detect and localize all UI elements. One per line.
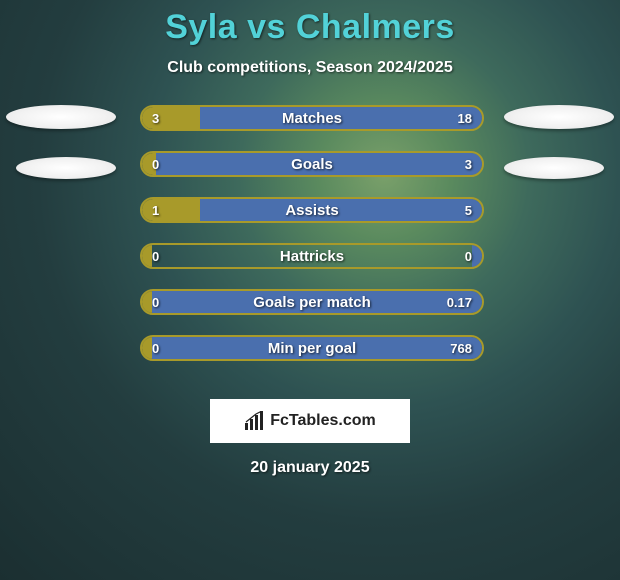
stat-row: 15Assists	[140, 197, 484, 223]
stat-value-left: 1	[152, 199, 159, 221]
stat-row: 00.17Goals per match	[140, 289, 484, 315]
stat-fill-left	[142, 245, 152, 267]
stat-fill-left	[142, 107, 200, 129]
team-badge-left-1	[6, 105, 116, 129]
stat-label: Hattricks	[142, 245, 482, 267]
comparison-infographic: Syla vs Chalmers Club competitions, Seas…	[0, 0, 620, 580]
stats-area: 318Matches03Goals15Assists00Hattricks00.…	[0, 105, 620, 385]
team-badge-right-1	[504, 105, 614, 129]
page-title: Syla vs Chalmers	[0, 0, 620, 47]
stat-value-right: 0.17	[447, 291, 472, 313]
stat-fill-left	[142, 199, 200, 221]
stat-value-left: 3	[152, 107, 159, 129]
date-line: 20 january 2025	[0, 459, 620, 477]
stat-value-left: 0	[152, 245, 159, 267]
stat-fill-right	[152, 337, 482, 359]
team-badge-left-2	[16, 157, 116, 179]
stat-fill-right	[472, 245, 482, 267]
stat-value-left: 0	[152, 153, 159, 175]
page-subtitle: Club competitions, Season 2024/2025	[0, 59, 620, 77]
branding-box: FcTables.com	[210, 399, 410, 443]
stat-fill-right	[200, 199, 482, 221]
stat-row: 0 0Hattricks	[140, 243, 484, 269]
stat-value-right: 5	[465, 199, 472, 221]
stat-row: 03Goals	[140, 151, 484, 177]
stat-value-right: 768	[450, 337, 472, 359]
stat-fill-right	[152, 291, 482, 313]
team-badge-right-2	[504, 157, 604, 179]
stat-row: 0768Min per goal	[140, 335, 484, 361]
stat-value-right: 0	[465, 245, 472, 267]
bar-chart-icon	[244, 411, 264, 431]
stat-value-right: 3	[465, 153, 472, 175]
stat-value-right: 18	[458, 107, 472, 129]
stat-fill-left	[142, 337, 152, 359]
stat-fill-right	[200, 107, 482, 129]
branding-text: FcTables.com	[270, 412, 376, 430]
stat-fill-left	[142, 291, 152, 313]
stat-fill-right	[156, 153, 482, 175]
stat-value-left: 0	[152, 337, 159, 359]
stat-row: 318Matches	[140, 105, 484, 131]
stat-bars: 318Matches03Goals15Assists00Hattricks00.…	[140, 105, 484, 381]
stat-value-left: 0	[152, 291, 159, 313]
